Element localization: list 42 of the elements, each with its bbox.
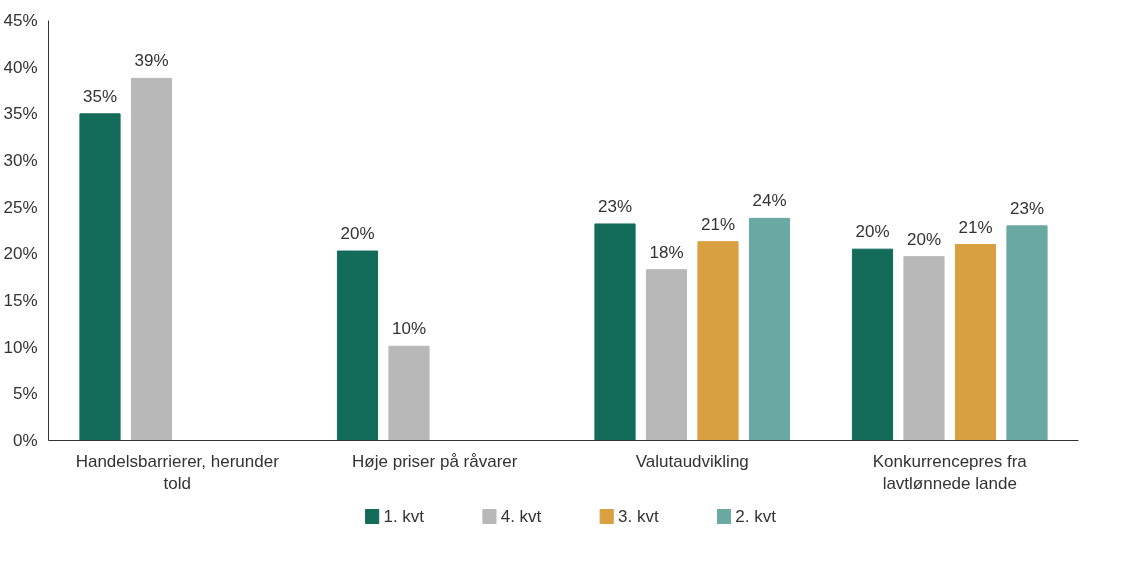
x-tick-label: Valutaudvikling [635, 451, 749, 471]
bar [645, 269, 688, 441]
y-tick-label: 30% [3, 151, 38, 170]
x-tick-label: Handelsbarrierer, herunder told [75, 451, 280, 494]
bar [851, 248, 894, 441]
bar [388, 345, 430, 441]
bar [594, 223, 636, 441]
data-label: 24% [752, 191, 787, 211]
data-label: 20% [906, 229, 942, 249]
y-tick-label: 15% [3, 291, 38, 310]
y-tick-label: 10% [3, 337, 38, 357]
y-tick-label: 0% [12, 431, 38, 450]
bar [1006, 225, 1048, 441]
legend-label: 4. kvt [500, 507, 542, 526]
y-tick-label: 45% [3, 11, 38, 30]
data-label: 21% [958, 217, 993, 237]
data-label: 20% [340, 224, 375, 244]
y-tick-label: 40% [3, 57, 38, 77]
bar [903, 256, 945, 441]
bar [336, 250, 379, 441]
legend-label: 3. kvt [617, 507, 659, 526]
data-label: 23% [597, 196, 633, 216]
bar [954, 244, 997, 441]
data-label: 18% [649, 242, 684, 262]
y-tick-label: 20% [3, 244, 38, 264]
data-label: 39% [134, 51, 169, 71]
data-label: 10% [391, 319, 427, 339]
bar [697, 241, 739, 441]
y-tick-label: 5% [12, 384, 38, 404]
bar [79, 113, 121, 441]
data-label: 21% [700, 214, 736, 234]
y-tick-label: 25% [3, 197, 38, 217]
x-tick-label: Konkurrencepres fra lavtlønnede lande [872, 451, 1028, 494]
data-label: 23% [1009, 198, 1045, 218]
data-label: 20% [855, 222, 890, 242]
x-tick-label: Høje priser på råvarer [352, 451, 518, 471]
legend-label: 2. kvt [735, 507, 777, 526]
data-label: 35% [82, 86, 118, 106]
y-tick-label: 35% [3, 104, 38, 124]
bar [748, 217, 791, 441]
bar [130, 77, 173, 441]
legend-label: 1. kvt [383, 507, 425, 526]
